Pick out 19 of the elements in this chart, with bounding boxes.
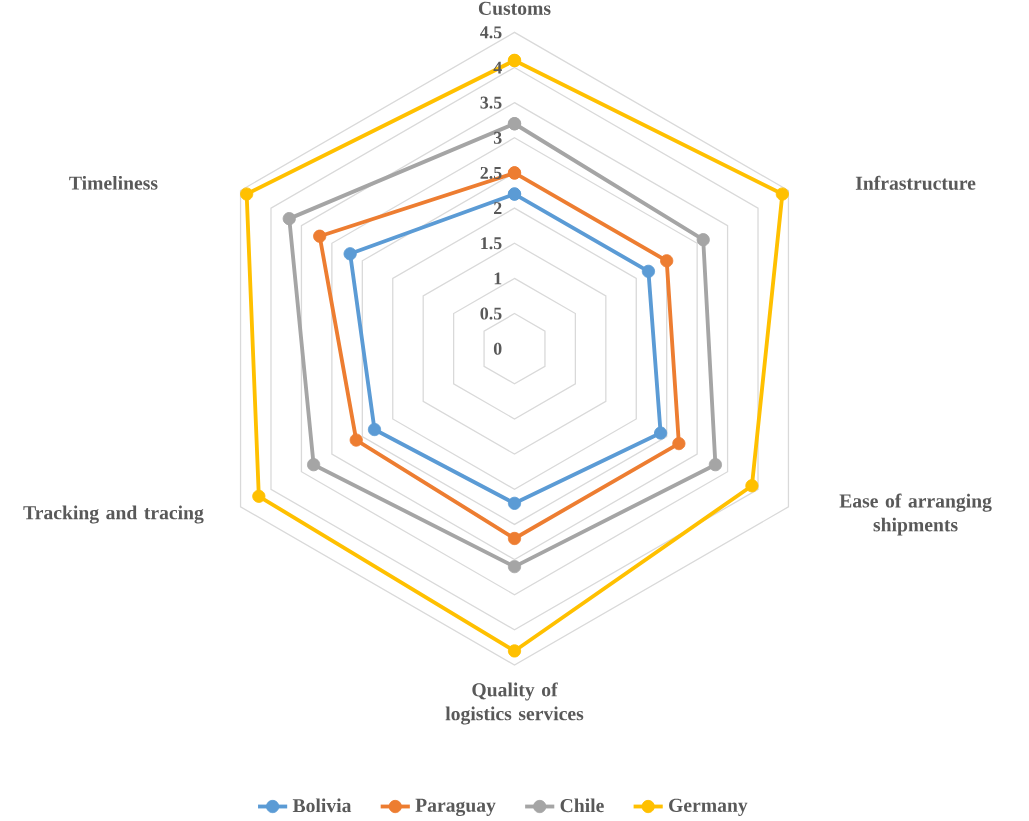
y-tick-label: 3.5 [480, 96, 502, 109]
spoke-label: Customs [478, 1, 551, 15]
legend-label: Germany [669, 798, 748, 816]
legend-label: Bolivia [292, 798, 352, 813]
legend-label: Paraguay [415, 798, 496, 816]
spoke-label: Ease of arranging shipments [839, 493, 992, 536]
y-tick-label: 1 [494, 272, 502, 285]
spoke-label: Infrastructure [855, 175, 976, 190]
y-tick-label: 4.5 [480, 26, 502, 39]
y-tick-label: 0.5 [480, 307, 502, 320]
y-tick-label: 2.5 [480, 166, 502, 179]
y-tick-label: 2 [494, 201, 502, 214]
y-tick-label: 3 [493, 131, 502, 144]
legend-label: Chile [560, 798, 604, 813]
spoke-label: Quality of logistics services [445, 682, 584, 725]
spoke-label: Timeliness [69, 175, 158, 190]
y-tick-label: 0 [493, 342, 502, 355]
y-tick-label: 1.5 [481, 236, 502, 250]
spoke-label: Tracking and tracing [23, 505, 204, 524]
